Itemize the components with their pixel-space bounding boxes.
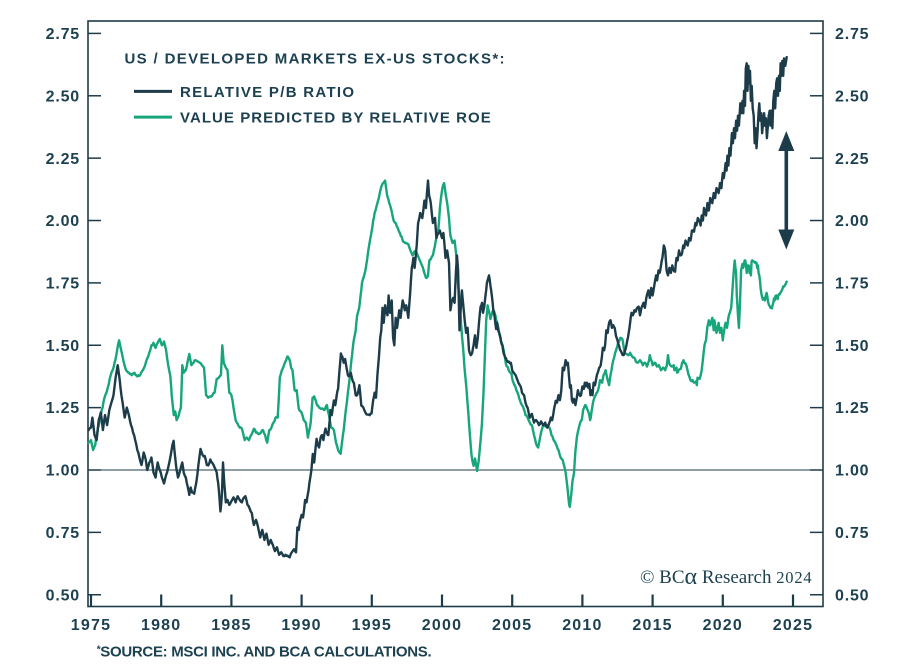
- svg-text:1995: 1995: [352, 617, 392, 634]
- svg-text:RELATIVE P/B RATIO: RELATIVE P/B RATIO: [180, 84, 355, 101]
- svg-text:VALUE PREDICTED BY RELATIVE RO: VALUE PREDICTED BY RELATIVE ROE: [180, 110, 492, 127]
- svg-text:1.00: 1.00: [835, 463, 869, 480]
- svg-text:2.00: 2.00: [835, 213, 869, 230]
- svg-text:2.75: 2.75: [835, 26, 869, 43]
- svg-text:*SOURCE: MSCI INC. AND BCA CAL: *SOURCE: MSCI INC. AND BCA CALCULATIONS.: [97, 644, 432, 661]
- svg-text:1.25: 1.25: [46, 400, 80, 417]
- svg-text:0.50: 0.50: [46, 587, 80, 604]
- svg-text:1975: 1975: [71, 617, 111, 634]
- svg-text:2.75: 2.75: [46, 26, 80, 43]
- svg-text:2025: 2025: [773, 617, 813, 634]
- svg-text:2015: 2015: [632, 617, 672, 634]
- svg-text:1.00: 1.00: [46, 463, 80, 480]
- svg-text:1.25: 1.25: [835, 400, 869, 417]
- svg-text:2020: 2020: [703, 617, 743, 634]
- svg-text:© BCα Research 2024: © BCα Research 2024: [640, 564, 812, 590]
- svg-text:1.75: 1.75: [46, 275, 80, 292]
- svg-text:2010: 2010: [562, 617, 602, 634]
- svg-text:US / DEVELOPED MARKETS EX-US S: US / DEVELOPED MARKETS EX-US STOCKS*:: [125, 51, 506, 68]
- svg-text:2005: 2005: [492, 617, 532, 634]
- svg-text:2.50: 2.50: [835, 88, 869, 105]
- svg-text:2000: 2000: [422, 617, 462, 634]
- svg-text:1.50: 1.50: [835, 338, 869, 355]
- svg-text:1980: 1980: [141, 617, 181, 634]
- svg-text:0.75: 0.75: [46, 525, 80, 542]
- svg-text:1990: 1990: [281, 617, 321, 634]
- svg-text:2.25: 2.25: [46, 151, 80, 168]
- svg-text:2.25: 2.25: [835, 151, 869, 168]
- svg-text:2.00: 2.00: [46, 213, 80, 230]
- svg-text:2.50: 2.50: [46, 88, 80, 105]
- svg-text:1.75: 1.75: [835, 275, 869, 292]
- svg-text:0.50: 0.50: [835, 587, 869, 604]
- svg-text:0.75: 0.75: [835, 525, 869, 542]
- svg-text:1985: 1985: [211, 617, 251, 634]
- svg-text:1.50: 1.50: [46, 338, 80, 355]
